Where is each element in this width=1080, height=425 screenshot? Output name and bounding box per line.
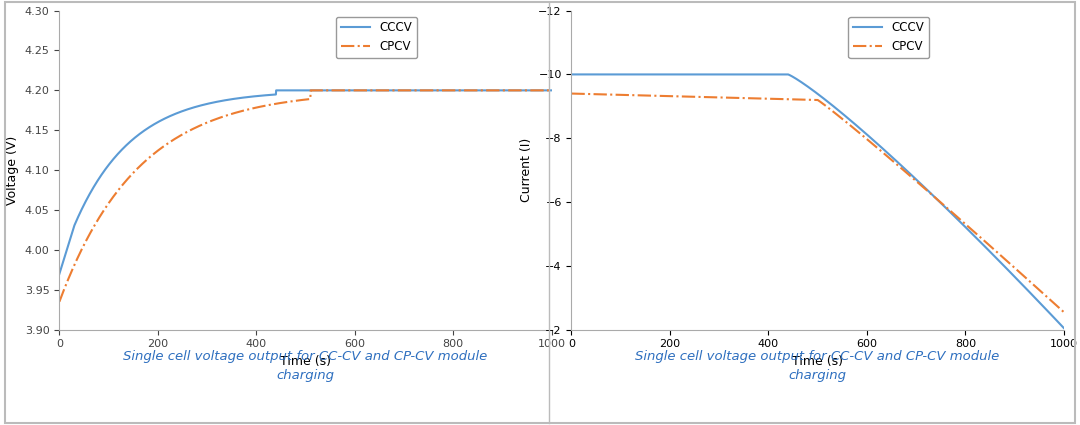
CCCV xyxy=(953,218,966,224)
CCCV xyxy=(441,88,454,93)
CPCV xyxy=(565,91,578,96)
Text: Single cell voltage output for CC-CV and CP-CV module
charging: Single cell voltage output for CC-CV and… xyxy=(635,350,1000,382)
CCCV xyxy=(1043,310,1056,315)
CPCV xyxy=(1057,309,1070,314)
CCCV xyxy=(792,77,805,82)
CPCV xyxy=(1043,297,1056,302)
CCCV xyxy=(293,88,306,93)
Y-axis label: Current (I): Current (I) xyxy=(519,138,532,202)
CPCV xyxy=(441,88,454,93)
CCCV xyxy=(1057,326,1070,331)
CCCV xyxy=(531,88,544,93)
CPCV xyxy=(953,216,966,221)
CPCV xyxy=(305,88,318,93)
Line: CCCV: CCCV xyxy=(59,91,552,274)
Legend: CCCV, CPCV: CCCV, CPCV xyxy=(848,17,929,58)
CCCV xyxy=(53,271,66,276)
CPCV xyxy=(78,241,91,246)
CCCV xyxy=(78,201,91,206)
CPCV xyxy=(531,88,544,93)
CCCV xyxy=(1043,310,1056,315)
CCCV xyxy=(590,72,603,77)
CPCV xyxy=(53,299,66,304)
CCCV xyxy=(565,72,578,77)
CPCV xyxy=(590,92,603,97)
Line: CPCV: CPCV xyxy=(59,91,552,302)
CPCV xyxy=(545,88,558,93)
Line: CPCV: CPCV xyxy=(571,94,1064,312)
Legend: CCCV, CPCV: CCCV, CPCV xyxy=(336,17,417,58)
X-axis label: Time (s): Time (s) xyxy=(792,355,843,368)
CPCV xyxy=(293,98,306,103)
CCCV xyxy=(531,88,544,93)
CPCV xyxy=(1043,296,1056,301)
CCCV xyxy=(545,88,558,93)
CCCV xyxy=(280,88,293,93)
Text: Single cell voltage output for CC-CV and CP-CV module
charging: Single cell voltage output for CC-CV and… xyxy=(123,350,488,382)
Line: CCCV: CCCV xyxy=(571,74,1064,328)
CPCV xyxy=(805,97,818,102)
CPCV xyxy=(531,88,544,93)
Y-axis label: Voltage (V): Voltage (V) xyxy=(6,136,19,205)
CCCV xyxy=(270,88,283,93)
CPCV xyxy=(280,99,293,105)
CCCV xyxy=(805,86,818,91)
X-axis label: Time (s): Time (s) xyxy=(280,355,332,368)
CPCV xyxy=(792,97,805,102)
